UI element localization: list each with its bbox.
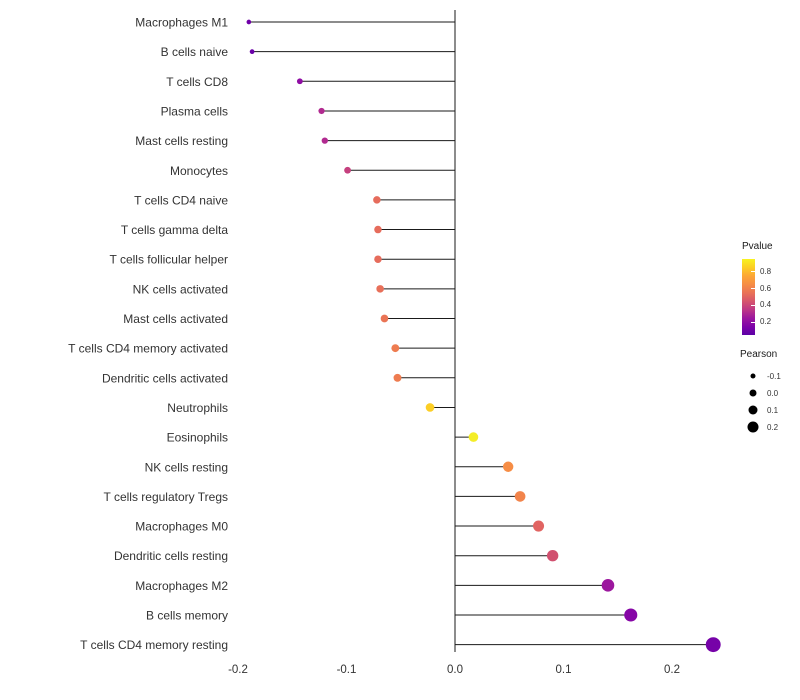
category-label: Macrophages M0 <box>135 520 228 534</box>
pvalue-gradient-wrap: 0.8 0.6 0.4 0.2 <box>742 259 798 339</box>
lollipop-dot <box>425 403 435 412</box>
category-label: T cells follicular helper <box>110 253 229 267</box>
lollipop-dot <box>376 285 384 293</box>
lollipop-dot <box>514 491 526 502</box>
lollipop-dot <box>705 637 721 653</box>
category-label: T cells CD4 memory activated <box>68 342 228 356</box>
x-tick-label: -0.2 <box>228 664 248 676</box>
lollipop-dot <box>624 608 638 622</box>
category-label: NK cells resting <box>145 460 228 474</box>
category-label: Dendritic cells activated <box>102 371 228 385</box>
pearson-legend-dot <box>749 389 757 397</box>
lollipop-dot <box>318 107 325 115</box>
lollipop-dot <box>533 520 545 532</box>
lollipop-dot <box>601 579 615 592</box>
pearson-legend-dot <box>748 405 758 415</box>
category-label: NK cells activated <box>133 282 228 296</box>
pearson-legend-label: 0.0 <box>767 389 779 398</box>
x-tick-label: -0.1 <box>337 664 357 676</box>
category-label: Eosinophils <box>167 431 228 445</box>
lollipop-dot <box>246 19 252 25</box>
pvalue-gradient-label: 0.2 <box>760 317 772 327</box>
pvalue-legend: Pvalue 0.8 0.6 0.4 0.2 <box>742 241 798 339</box>
lollipop-dot <box>374 255 382 263</box>
lollipop-dot <box>373 196 381 204</box>
category-label: Macrophages M1 <box>135 16 228 30</box>
category-label: B cells memory <box>146 609 228 623</box>
lollipop-dot <box>502 461 514 472</box>
lollipop-dot <box>321 137 328 144</box>
category-label: Monocytes <box>170 164 228 178</box>
lollipop-dot <box>546 550 559 562</box>
category-label: B cells naive <box>161 45 229 59</box>
lollipop-dot <box>296 78 303 85</box>
pearson-legend-title: Pearson <box>740 349 778 360</box>
pvalue-gradient-tick <box>751 304 755 306</box>
pvalue-gradient-label: 0.6 <box>760 283 772 293</box>
pearson-legend-items: -0.1 0.0 0.1 0.2 <box>747 372 781 433</box>
x-tick-label: 0.0 <box>447 664 463 676</box>
lollipop-dot <box>249 49 255 55</box>
pvalue-gradient-tick <box>751 271 755 273</box>
pearson-legend-dot <box>747 421 759 433</box>
category-label: Mast cells resting <box>135 134 228 148</box>
lollipop-dot <box>380 314 389 323</box>
pvalue-gradient-tick <box>751 321 755 323</box>
category-label: Neutrophils <box>167 401 228 415</box>
category-label: Macrophages M2 <box>135 579 228 593</box>
category-label: T cells CD4 naive <box>134 193 228 207</box>
category-label: Mast cells activated <box>123 312 228 326</box>
pearson-legend-label: 0.2 <box>767 423 779 432</box>
pearson-legend-label: -0.1 <box>767 372 781 381</box>
pvalue-gradient-tick <box>751 288 755 290</box>
lollipop-dot <box>374 225 382 234</box>
x-tick-label: 0.2 <box>664 664 680 676</box>
category-label: Dendritic cells resting <box>114 549 228 563</box>
category-label: Plasma cells <box>161 104 228 118</box>
lollipop-dot <box>393 373 402 382</box>
pvalue-gradient-bar <box>742 259 755 335</box>
category-label: T cells regulatory Tregs <box>104 490 229 504</box>
pvalue-gradient-label: 0.8 <box>760 266 772 276</box>
lollipop-dot <box>468 432 479 442</box>
pearson-legend: Pearson -0.1 0.0 0.1 0.2 <box>740 349 800 457</box>
category-label: T cells CD8 <box>166 75 228 89</box>
lollipop-dot <box>344 166 351 174</box>
pvalue-gradient-label: 0.4 <box>760 300 772 310</box>
pearson-legend-dot <box>750 373 756 379</box>
category-label: T cells CD4 memory resting <box>80 638 228 652</box>
category-label: T cells gamma delta <box>121 223 228 237</box>
pearson-legend-label: 0.1 <box>767 406 779 415</box>
pvalue-legend-title: Pvalue <box>742 241 773 252</box>
x-tick-label: 0.1 <box>556 664 572 676</box>
lollipop-dot <box>391 344 400 353</box>
